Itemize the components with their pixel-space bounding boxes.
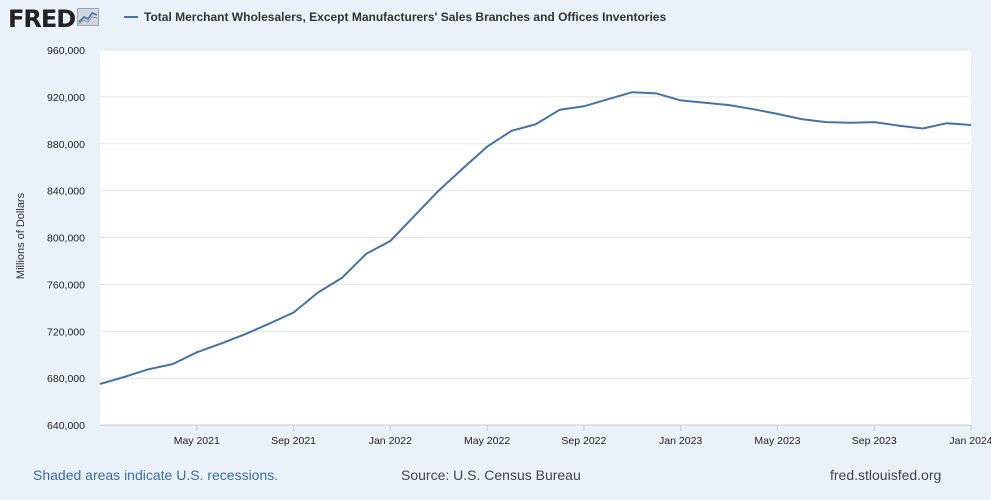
data-point[interactable] <box>364 251 369 256</box>
data-point[interactable] <box>412 213 417 218</box>
data-point[interactable] <box>751 107 756 112</box>
data-point[interactable] <box>678 98 683 103</box>
site-url[interactable]: fred.stlouisfed.org <box>830 467 942 483</box>
data-point[interactable] <box>509 128 514 133</box>
data-point[interactable] <box>944 121 949 126</box>
data-point[interactable] <box>654 91 659 96</box>
data-point[interactable] <box>315 290 320 295</box>
y-tick-label: 640,000 <box>47 420 85 432</box>
x-tick-label: Jan 2023 <box>659 435 702 447</box>
data-point[interactable] <box>702 100 707 105</box>
data-point[interactable] <box>98 381 103 386</box>
x-tick-label: Jan 2022 <box>369 435 412 447</box>
x-tick-label: Sep 2021 <box>271 435 316 447</box>
data-point[interactable] <box>533 122 538 127</box>
line-chart: 640,000 680,000 720,000 760,000 800,000 840,0… <box>15 45 991 447</box>
data-point[interactable] <box>969 123 974 128</box>
data-point[interactable] <box>872 120 877 125</box>
fred-logo[interactable]: FRED <box>8 5 100 33</box>
data-point[interactable] <box>146 367 151 372</box>
data-point[interactable] <box>775 111 780 116</box>
data-point[interactable] <box>218 341 223 346</box>
data-point[interactable] <box>170 362 175 367</box>
y-tick-label: 880,000 <box>47 139 85 151</box>
legend-swatch <box>124 16 138 18</box>
data-point[interactable] <box>606 97 611 102</box>
data-point[interactable] <box>920 126 925 131</box>
x-tick-label: Jan 2024 <box>949 435 991 447</box>
y-tick-label: 720,000 <box>47 326 85 338</box>
x-tick-label: Sep 2023 <box>852 435 897 447</box>
y-axis-label: Millions of Dollars <box>15 192 27 279</box>
series-line[interactable] <box>99 91 972 385</box>
chart-line-icon <box>77 7 100 31</box>
data-point[interactable] <box>485 144 490 149</box>
data-point[interactable] <box>460 166 465 171</box>
y-tick-label: 920,000 <box>47 92 85 104</box>
y-tick-label: 800,000 <box>47 233 85 245</box>
y-tick-label: 840,000 <box>47 186 85 198</box>
chart-legend[interactable]: Total Merchant Wholesalers, Except Manuf… <box>124 10 666 24</box>
x-axis: May 2021 Sep 2021 Jan 2022 May 2022 Sep 2022… <box>100 424 991 447</box>
data-point[interactable] <box>799 117 804 122</box>
y-tick-label: 960,000 <box>47 45 85 57</box>
data-point[interactable] <box>122 374 127 379</box>
data-point[interactable] <box>267 321 272 326</box>
y-axis: 640,000 680,000 720,000 760,000 800,000 840,0… <box>47 45 85 432</box>
data-point[interactable] <box>243 332 248 337</box>
data-point[interactable] <box>630 90 635 95</box>
data-point[interactable] <box>848 120 853 125</box>
y-tick-label: 760,000 <box>47 279 85 291</box>
fred-logo-text: FRED <box>8 5 76 33</box>
data-point[interactable] <box>388 239 393 244</box>
chart-header: FRED Total Merchant Wholesalers, Except … <box>0 0 991 38</box>
x-tick-label: May 2022 <box>464 435 510 447</box>
legend-label: Total Merchant Wholesalers, Except Manuf… <box>144 10 667 24</box>
x-tick-label: May 2023 <box>754 435 800 447</box>
data-point[interactable] <box>823 120 828 125</box>
data-point[interactable] <box>896 123 901 128</box>
data-point[interactable] <box>291 310 296 315</box>
x-tick-label: Sep 2022 <box>561 435 606 447</box>
source-text: Source: U.S. Census Bureau <box>401 467 581 483</box>
data-point[interactable] <box>581 104 586 109</box>
x-tick-label: May 2021 <box>174 435 220 447</box>
data-point[interactable] <box>727 103 732 108</box>
y-tick-label: 680,000 <box>47 373 85 385</box>
data-point[interactable] <box>339 275 344 280</box>
data-point[interactable] <box>194 350 199 355</box>
data-point[interactable] <box>557 107 562 112</box>
data-point[interactable] <box>436 188 441 193</box>
recession-note-link[interactable]: Shaded areas indicate U.S. recessions. <box>33 467 279 483</box>
